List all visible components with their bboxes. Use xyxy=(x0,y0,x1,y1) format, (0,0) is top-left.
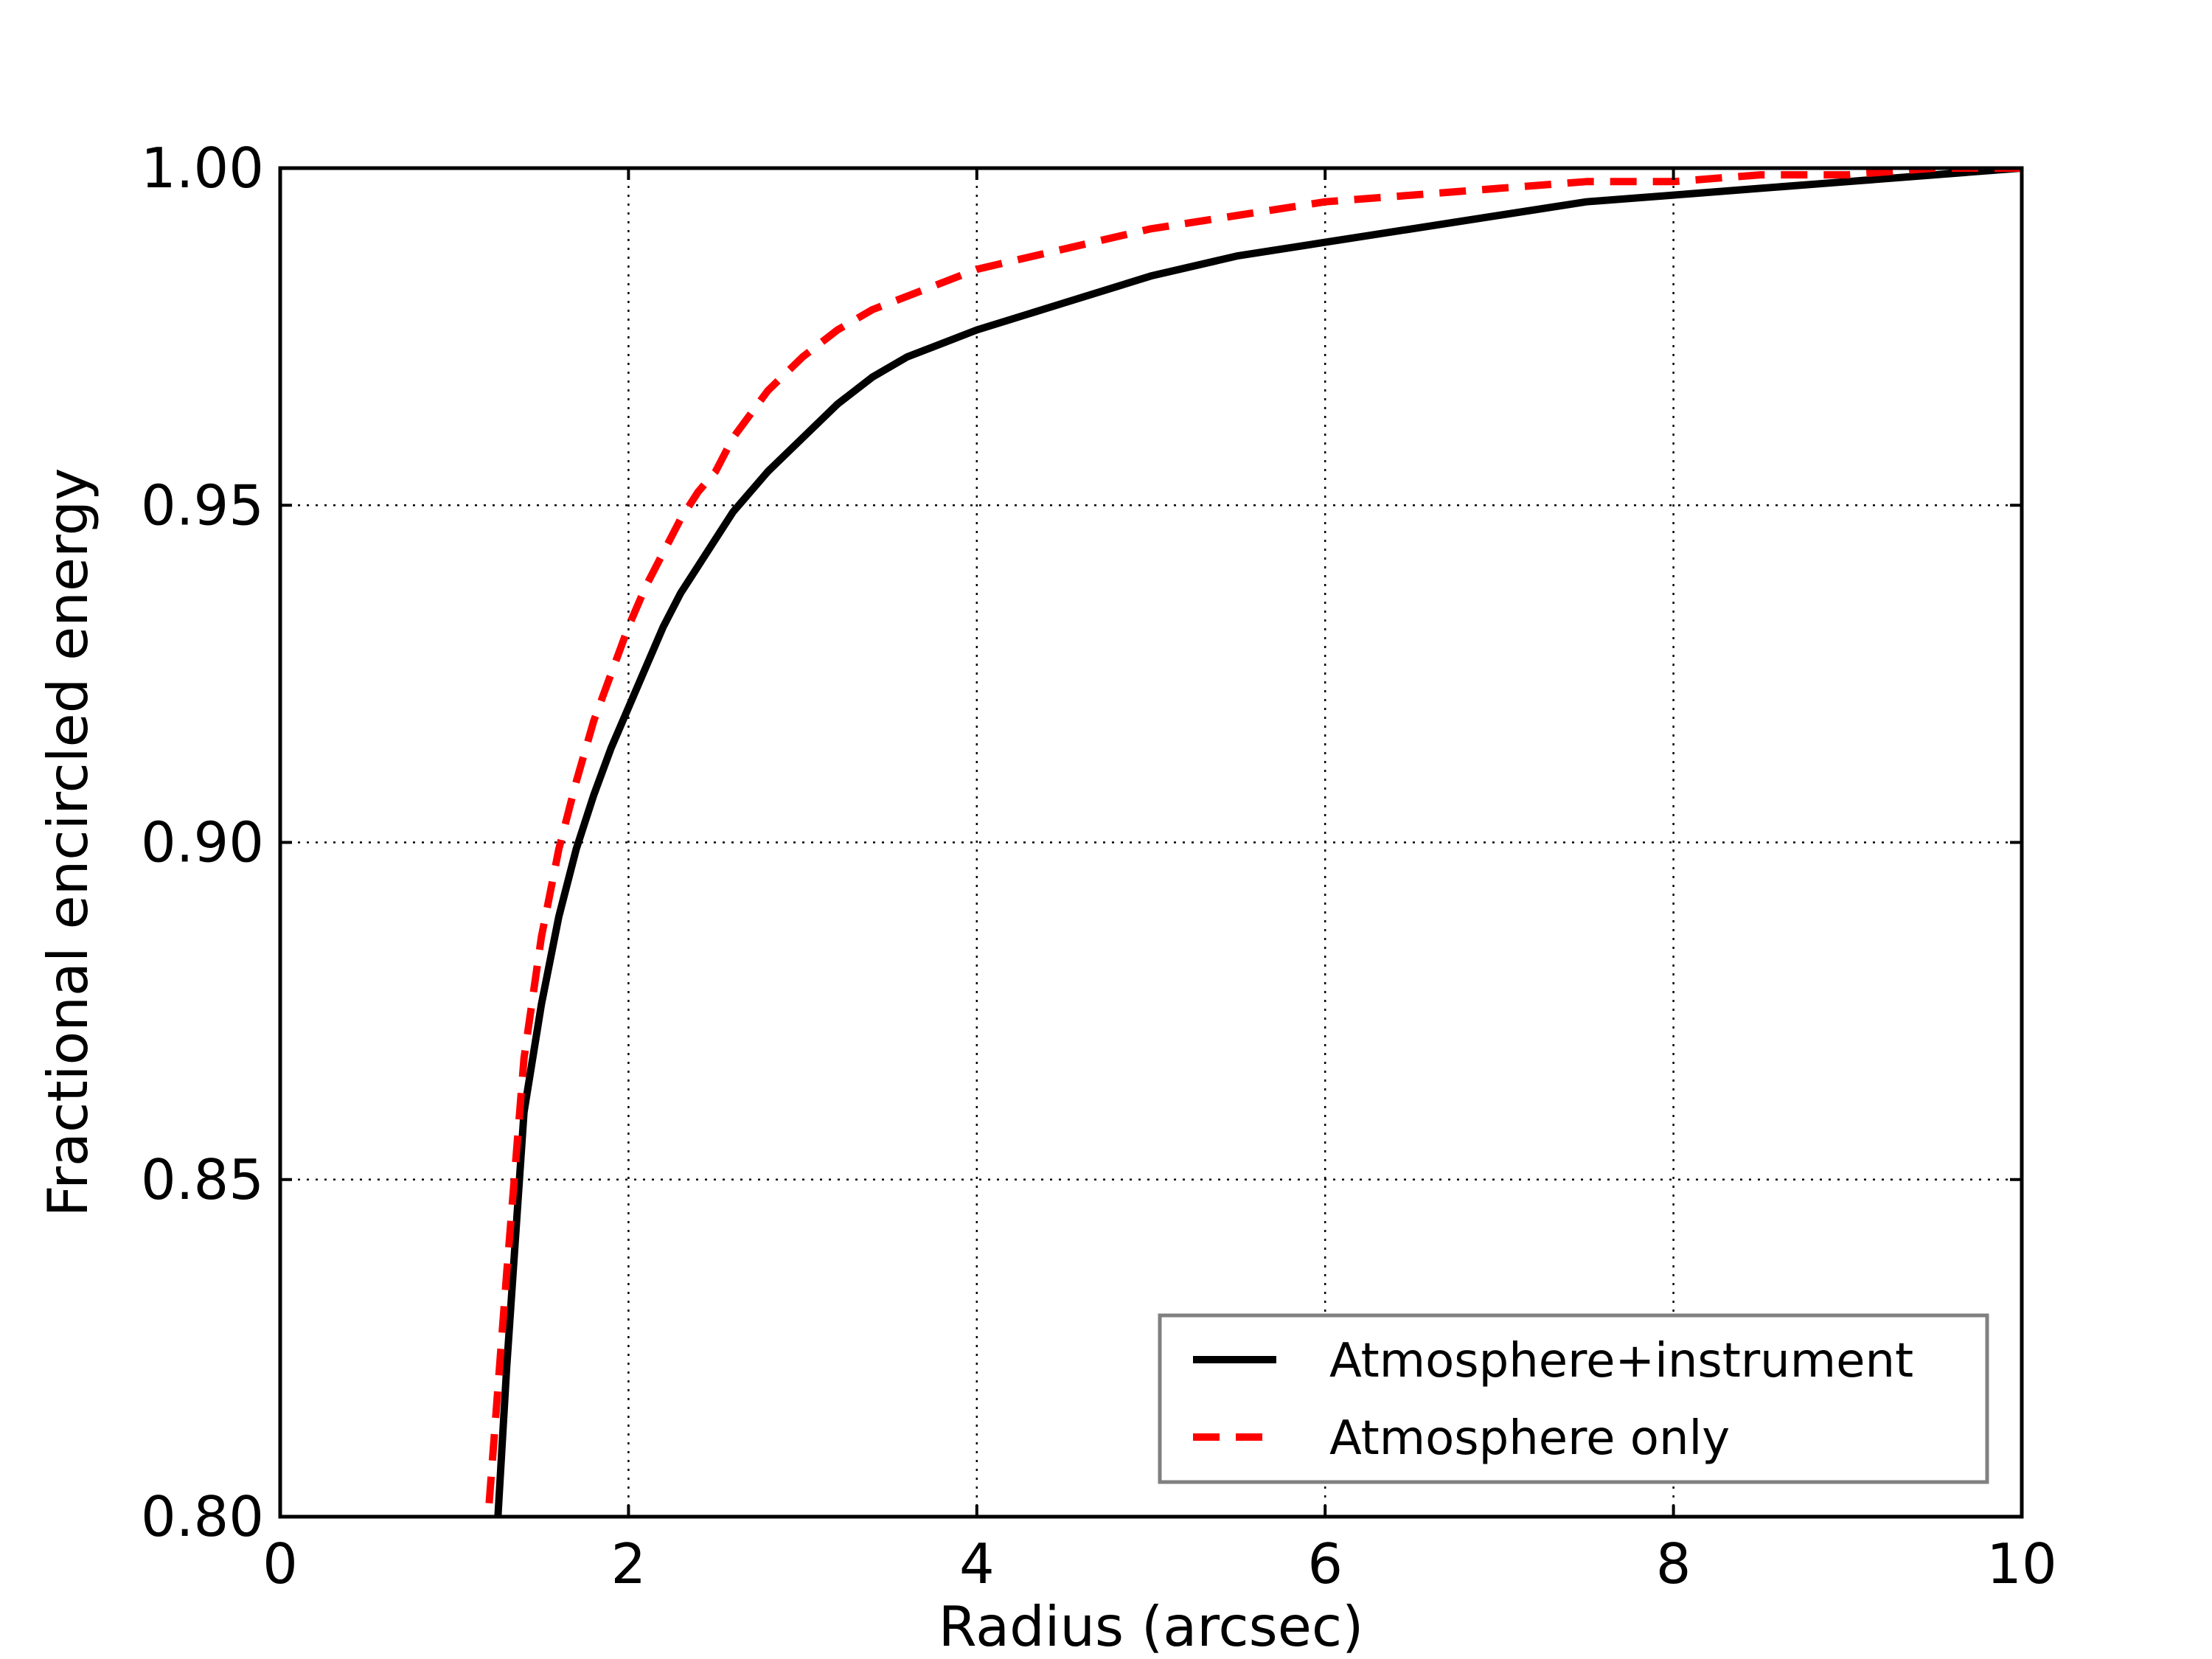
legend-label-atmosphere-instrument: Atmosphere+instrument xyxy=(1329,1334,1913,1388)
x-tick-label: 4 xyxy=(959,1531,995,1596)
x-axis-label: Radius (arcsec) xyxy=(939,1594,1364,1659)
y-tick-label: 0.95 xyxy=(141,473,264,538)
legend: Atmosphere+instrument Atmosphere only xyxy=(1158,1313,1989,1484)
x-tick-label: 10 xyxy=(1986,1531,2056,1596)
x-tick-label: 8 xyxy=(1656,1531,1691,1596)
series-line-atmosphere-only xyxy=(485,168,2022,1504)
y-tick-label: 1.00 xyxy=(141,136,264,201)
grid-lines xyxy=(280,168,2022,1517)
x-tick-label: 6 xyxy=(1307,1531,1343,1596)
tick-labels: 0 2 4 6 8 10 0.80 0.85 0.90 0.95 1.00 xyxy=(141,136,2057,1596)
axis-ticks xyxy=(279,167,2023,1518)
y-tick-label: 0.80 xyxy=(141,1484,264,1549)
y-axis-label: Fractional encircled energy xyxy=(35,468,100,1217)
y-tick-label: 0.90 xyxy=(141,810,264,875)
y-tick-label: 0.85 xyxy=(141,1147,264,1212)
legend-label-atmosphere-only: Atmosphere only xyxy=(1329,1411,1730,1466)
x-tick-label: 0 xyxy=(262,1531,298,1596)
legend-box xyxy=(1158,1313,1989,1484)
x-tick-label: 2 xyxy=(611,1531,647,1596)
series-layer xyxy=(485,168,2022,1517)
series-line-atmosphere-instrument xyxy=(494,168,2022,1517)
